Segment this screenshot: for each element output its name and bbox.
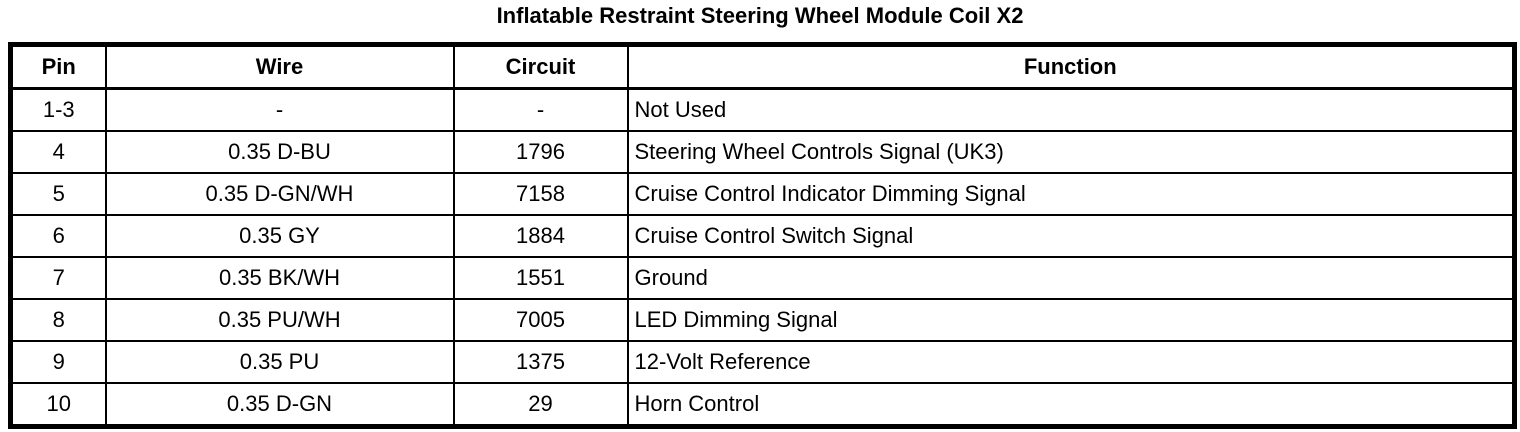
pin-cell: 7 [9,256,107,300]
pin-cell: 6 [9,214,107,258]
wire-cell: 0.35 BK/WH [104,256,455,300]
function-cell: Not Used [626,87,1516,132]
function-cell: Steering Wheel Controls Signal (UK3) [626,130,1516,174]
pin-cell: 5 [9,172,107,216]
circuit-cell: 1796 [452,130,629,174]
pin-cell: 4 [9,130,107,174]
pinout-table: Pin Wire Circuit Function 1-3 - - Not Us… [8,42,1517,429]
pin-cell: 8 [9,298,107,342]
circuit-cell: 1375 [452,340,629,384]
table-row: 10 0.35 D-GN 29 Horn Control [9,382,1516,428]
column-header-function: Function [626,43,1516,90]
column-header-circuit: Circuit [452,43,629,90]
table-row: 8 0.35 PU/WH 7005 LED Dimming Signal [9,298,1516,342]
wire-cell: 0.35 PU/WH [104,298,455,342]
wire-cell: 0.35 PU [104,340,455,384]
function-cell: Cruise Control Indicator Dimming Signal [626,172,1516,216]
circuit-cell: 7005 [452,298,629,342]
pin-cell: 10 [9,382,107,428]
wire-cell: 0.35 D-GN [104,382,455,428]
circuit-cell: - [452,87,629,132]
wire-cell: 0.35 D-GN/WH [104,172,455,216]
circuit-cell: 29 [452,382,629,428]
header-row: Pin Wire Circuit Function [9,43,1516,90]
table-row: 5 0.35 D-GN/WH 7158 Cruise Control Indic… [9,172,1516,216]
function-cell: Ground [626,256,1516,300]
function-cell: LED Dimming Signal [626,298,1516,342]
circuit-cell: 7158 [452,172,629,216]
table-row: 9 0.35 PU 1375 12-Volt Reference [9,340,1516,384]
column-header-wire: Wire [104,43,455,90]
table-row: 1-3 - - Not Used [9,87,1516,132]
circuit-cell: 1884 [452,214,629,258]
pin-cell: 1-3 [9,87,107,132]
column-header-pin: Pin [9,43,107,90]
function-cell: Cruise Control Switch Signal [626,214,1516,258]
table-row: 6 0.35 GY 1884 Cruise Control Switch Sig… [9,214,1516,258]
pin-cell: 9 [9,340,107,384]
function-cell: 12-Volt Reference [626,340,1516,384]
table-row: 7 0.35 BK/WH 1551 Ground [9,256,1516,300]
function-cell: Horn Control [626,382,1516,428]
circuit-cell: 1551 [452,256,629,300]
wire-cell: 0.35 D-BU [104,130,455,174]
page-title: Inflatable Restraint Steering Wheel Modu… [496,3,1024,28]
wire-cell: - [104,87,455,132]
table-row: 4 0.35 D-BU 1796 Steering Wheel Controls… [9,130,1516,174]
wire-cell: 0.35 GY [104,214,455,258]
